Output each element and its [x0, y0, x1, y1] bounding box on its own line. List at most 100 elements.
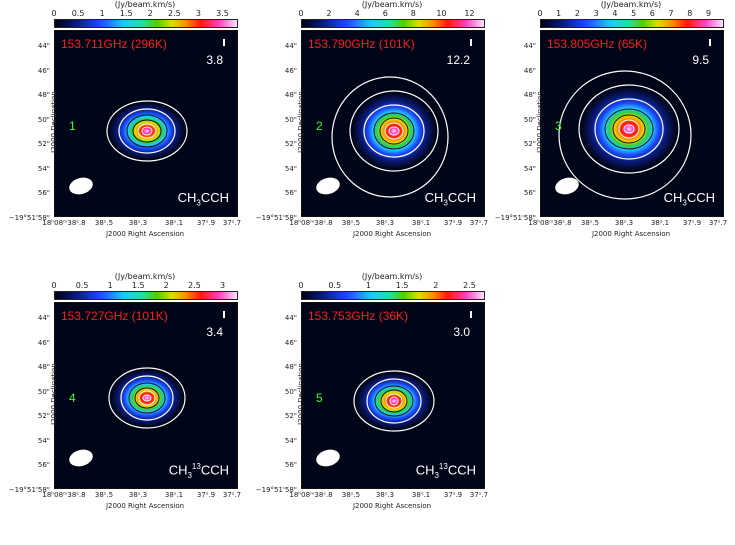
- x-tick-label: 37ˢ.7: [222, 491, 242, 499]
- species-superscript: 13: [191, 462, 201, 472]
- intensity-map: 153.753GHz (36K) 3.0 5 CH313CCH: [301, 302, 485, 489]
- y-tick-label: 56": [284, 461, 297, 469]
- colorbar-tick-label: 1: [107, 281, 113, 290]
- colorbar-tick-label: 1.5: [395, 281, 409, 290]
- contour-line: [594, 98, 664, 160]
- y-tick-label: 56": [37, 189, 50, 197]
- x-axis-label: J2000 Right Ascension: [352, 230, 432, 238]
- x-tick-labels: 18ʰ08ᵐ38ˢ.8 38ˢ.5 38ˢ.3 38ˢ.1 37ˢ.9 37ˢ.7: [42, 219, 241, 229]
- colorbar-tick-label: 3.5: [216, 9, 229, 18]
- x-tick-label: 38ˢ.3: [128, 491, 148, 499]
- y-tick-label: −19°51'58": [8, 485, 50, 494]
- colorbar-ticks: 0 0.5 1 1.5 2 2.5 3: [51, 281, 236, 291]
- colorbar-tick-label: 2: [326, 9, 332, 18]
- y-tick-label: 46": [37, 66, 50, 75]
- species-label: CH3CCH: [663, 190, 715, 208]
- contour-line: [106, 100, 188, 162]
- x-axis-label: J2000 Right Ascension: [105, 230, 185, 238]
- y-tick-label: 44": [284, 314, 297, 322]
- map-panel-5: (Jy/beam.km/s) 0 0.5 1 1.5 2 2.5 153.753GHz (36…: [256, 272, 533, 537]
- colorbar-ticks: 0 2 4 6 8 10 12: [298, 9, 483, 19]
- peak-value: 12.2: [446, 53, 470, 67]
- panel-number: 1: [69, 119, 76, 133]
- peak-value: 3.4: [206, 325, 223, 339]
- beam-ellipse: [316, 177, 340, 195]
- contour-line: [108, 367, 186, 429]
- colorbar: [54, 19, 238, 28]
- map-image: [69, 367, 186, 467]
- contour-line: [137, 123, 157, 139]
- y-tick-label: 50": [37, 387, 50, 396]
- contour-line: [132, 119, 162, 143]
- colorbar-tick-label: 0: [51, 281, 57, 290]
- colorbar: [301, 291, 485, 300]
- y-tick-label: 48": [37, 91, 50, 99]
- beam-ellipse: [69, 177, 93, 195]
- panel-number: 4: [69, 391, 76, 405]
- colorbar: [301, 19, 485, 28]
- x-tick-label: 38ˢ.1: [411, 219, 431, 227]
- colorbar-tick-label: 4: [354, 9, 360, 18]
- contour-line: [118, 108, 176, 154]
- x-tick-label: 38ˢ.1: [164, 219, 184, 227]
- colorbar-tick-label: 8: [410, 9, 416, 18]
- contour-line: [558, 70, 692, 200]
- frequency-label: 153.805GHz (65K): [547, 37, 648, 51]
- x-tick-label: 37ˢ.9: [443, 491, 463, 499]
- contour-line: [331, 76, 449, 198]
- beam-ellipse: [555, 177, 579, 195]
- colorbar-unit-label: (Jy/beam.km/s): [361, 272, 423, 281]
- contour-line: [618, 119, 640, 139]
- x-tick-label: 38ˢ.5: [341, 491, 361, 499]
- y-tick-label: 46": [37, 338, 50, 347]
- colorbar-tick-label: 8: [687, 9, 693, 18]
- y-tick-label: 48": [37, 363, 50, 371]
- frequency-label: 153.753GHz (36K): [308, 309, 409, 323]
- map-panel-2: (Jy/beam.km/s) 0 2 4 6 8 10 12 153.790GHz (101K)…: [256, 0, 533, 265]
- y-tick-label: 50": [37, 115, 50, 124]
- scale-bar: [709, 39, 711, 46]
- emission-peak: [109, 102, 185, 160]
- colorbar-tick-label: 2.5: [463, 281, 476, 290]
- y-tick-label: 46": [523, 66, 536, 75]
- colorbar-unit-label: (Jy/beam.km/s): [600, 0, 662, 9]
- colorbar-tick-label: 1: [99, 9, 105, 18]
- intensity-map: 153.790GHz (101K) 12.2 2 CH3CCH: [301, 30, 485, 217]
- colorbar: [540, 19, 724, 28]
- emission-peak: [356, 372, 432, 430]
- y-tick-label: 54": [284, 436, 297, 445]
- colorbar-tick-label: 0.5: [328, 281, 342, 290]
- frequency-label: 153.711GHz (296K): [61, 37, 167, 51]
- x-tick-label: 18ʰ08ᵐ38ˢ.8: [289, 491, 333, 499]
- y-tick-labels: 44" 46" 48" 50" 52" 54" 56" −19°51'58": [495, 30, 538, 222]
- x-tick-labels: 18ʰ08ᵐ38ˢ.8 38ˢ.5 38ˢ.3 38ˢ.1 37ˢ.9 37ˢ.7: [42, 491, 241, 501]
- y-tick-label: −19°51'58": [255, 485, 297, 494]
- colorbar-tick-label: 5: [631, 9, 637, 18]
- colorbar-tick-label: 7: [668, 9, 674, 18]
- species-subscript: 3: [434, 471, 439, 480]
- species-label: CH3CCH: [424, 190, 476, 208]
- x-tick-label: 38ˢ.5: [94, 219, 114, 227]
- y-tick-labels: 44" 46" 48" 50" 52" 54" 56" −19°51'58": [9, 302, 52, 494]
- contour-line: [385, 393, 403, 409]
- contour-line: [384, 122, 404, 140]
- x-axis-label: J2000 Right Ascension: [352, 502, 432, 510]
- x-tick-label: 38ˢ.1: [164, 491, 184, 499]
- contour-line: [388, 126, 400, 136]
- colorbar-tick-label: 0: [298, 281, 304, 290]
- species-subscript: 3: [187, 471, 192, 480]
- peak-value: 3.0: [453, 325, 470, 339]
- panel-number: 3: [555, 119, 562, 133]
- contour-line: [363, 104, 425, 158]
- colorbar-tick-label: 0.5: [75, 281, 89, 290]
- x-tick-label: 38ˢ.3: [128, 219, 148, 227]
- colorbar-tick-label: 0: [537, 9, 543, 18]
- colorbar-tick-label: 0: [51, 9, 57, 18]
- intensity-map: 153.805GHz (65K) 9.5 3 CH3CCH: [540, 30, 724, 217]
- colorbar-ticks: 0 0.5 1 1.5 2 2.5: [298, 281, 483, 291]
- emission-peak: [110, 369, 184, 427]
- colorbar-tick-label: 1: [365, 281, 371, 290]
- y-tick-label: 52": [284, 412, 297, 420]
- contour-line: [380, 389, 408, 413]
- colorbar-unit-label: (Jy/beam.km/s): [114, 0, 176, 9]
